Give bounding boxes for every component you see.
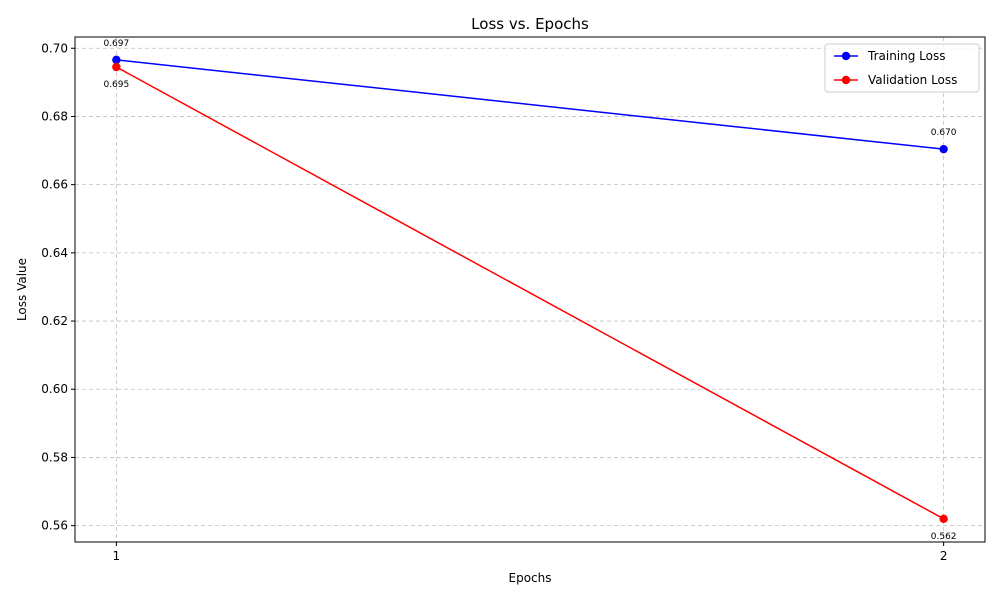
- legend-marker: [841, 51, 851, 61]
- x-axis-label: Epochs: [509, 571, 552, 585]
- series-line-1: [116, 66, 944, 520]
- data-label: 0.670: [931, 128, 957, 138]
- legend: Training Loss Validation Loss: [824, 43, 980, 93]
- y-axis-label: Loss Value: [15, 258, 29, 321]
- legend-marker: [841, 75, 851, 85]
- chart-title: Loss vs. Epochs: [471, 15, 589, 33]
- legend-label: Training Loss: [867, 49, 945, 63]
- data-point: [112, 62, 121, 72]
- x-tick-label: 2: [940, 549, 948, 563]
- data-label: 0.695: [103, 80, 129, 90]
- y-tick-label: 0.64: [41, 246, 68, 260]
- y-tick-label: 0.62: [41, 314, 68, 328]
- series-layer: 0.697 0.670 0.695 0.562: [103, 39, 956, 542]
- data-point: [939, 144, 948, 154]
- y-tick-label: 0.66: [41, 178, 68, 192]
- y-tick-label: 0.56: [41, 519, 68, 533]
- series-line-0: [116, 59, 944, 150]
- data-point: [939, 514, 948, 524]
- data-label: 0.562: [931, 532, 957, 542]
- y-tick-label: 0.70: [41, 41, 68, 55]
- y-tick-label: 0.68: [41, 109, 68, 123]
- data-label: 0.697: [103, 39, 129, 49]
- legend-label: Validation Loss: [868, 73, 957, 87]
- grid-lines: [75, 37, 985, 542]
- x-tick-label: 1: [113, 549, 121, 563]
- y-tick-label: 0.58: [41, 450, 68, 464]
- y-tick-label: 0.60: [41, 382, 68, 396]
- plot-frame: [74, 36, 986, 543]
- legend-box: [824, 43, 980, 93]
- axes: 0.56 0.58 0.60 0.62 0.64 0.66 0.68 0.70 1 2: [41, 41, 947, 563]
- data-point: [112, 55, 121, 65]
